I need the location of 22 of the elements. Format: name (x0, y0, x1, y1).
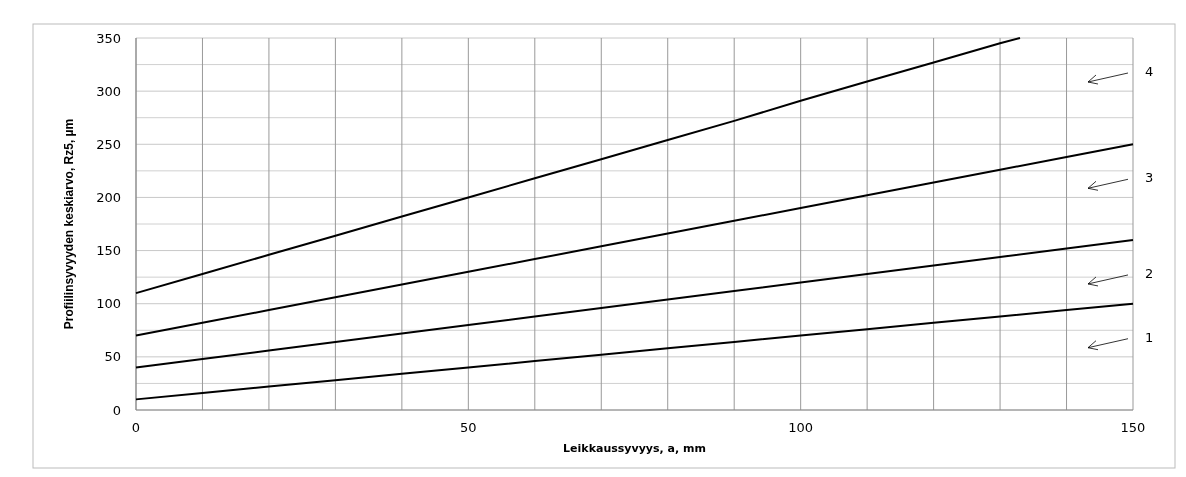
x-tick-label: 0 (131, 420, 141, 435)
legend-label: 3 (1145, 170, 1154, 186)
x-tick-label: 50 (460, 420, 477, 435)
y-tick-label: 250 (96, 136, 121, 152)
y-tick-label: 350 (96, 30, 121, 46)
y-axis-title: Profiilinsyvyyden keskiarvo, Rz5, µm (62, 118, 76, 330)
line-series (135, 37, 1022, 295)
y-tick-label: 100 (96, 296, 121, 312)
legend-label: 4 (1145, 64, 1154, 79)
y-tick-label: 0 (112, 402, 121, 418)
y-tick-label: 150 (96, 243, 121, 259)
y-tick-label: 50 (104, 349, 121, 365)
legend-label: 2 (1145, 265, 1154, 281)
x-tick-label: 150 (1120, 420, 1146, 435)
line-series (135, 238, 1134, 369)
y-tick-label: 200 (96, 189, 121, 205)
line-series (135, 302, 1134, 401)
line-series (135, 143, 1134, 337)
x-tick-label: 100 (788, 420, 814, 435)
y-tick-label: 300 (96, 83, 121, 99)
legend-label: 1 (1145, 329, 1154, 345)
x-axis-title: Leikkaussyvyys, a, mm (563, 442, 706, 455)
